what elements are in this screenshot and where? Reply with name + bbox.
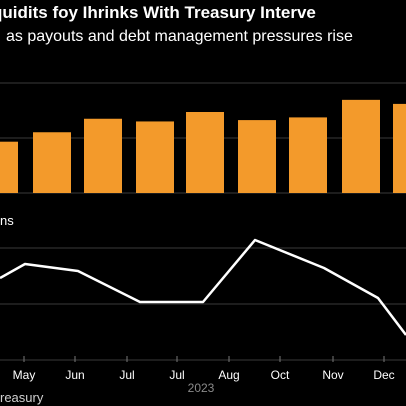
bar-5 bbox=[289, 117, 327, 193]
bar-1 bbox=[84, 118, 122, 193]
chart-subtitle-text: as payouts and debt management pressures… bbox=[6, 28, 353, 45]
x-tick-label-0: May bbox=[13, 368, 36, 382]
x-tick-label-5: Oct bbox=[271, 368, 290, 382]
bar-3 bbox=[186, 112, 224, 193]
bar-0 bbox=[33, 132, 71, 193]
x-tick-label-6: Nov bbox=[322, 368, 343, 382]
source-footer: reasury bbox=[0, 390, 44, 405]
bar-2 bbox=[136, 121, 174, 193]
line-series-path bbox=[0, 238, 406, 336]
x-tick-label-2: Jul bbox=[119, 368, 134, 382]
x-tick-label-1: Jun bbox=[65, 368, 84, 382]
chart-subtitle: as payouts and debt management pressures… bbox=[0, 27, 406, 47]
x-axis-year-label: 2023 bbox=[188, 381, 215, 395]
bar-6 bbox=[342, 99, 380, 193]
chart-title: quidits foy Ihrinks With Treasury Interv… bbox=[0, 3, 316, 22]
x-tick-label-3: Jul bbox=[169, 368, 184, 382]
x-tick-label-7: Dec bbox=[373, 368, 394, 382]
bar-4 bbox=[238, 120, 276, 193]
bar-partial-left bbox=[0, 141, 18, 193]
bar-7 bbox=[393, 103, 406, 193]
line-panel-label: ns bbox=[0, 213, 14, 228]
x-tick-label-4: Aug bbox=[218, 368, 239, 382]
